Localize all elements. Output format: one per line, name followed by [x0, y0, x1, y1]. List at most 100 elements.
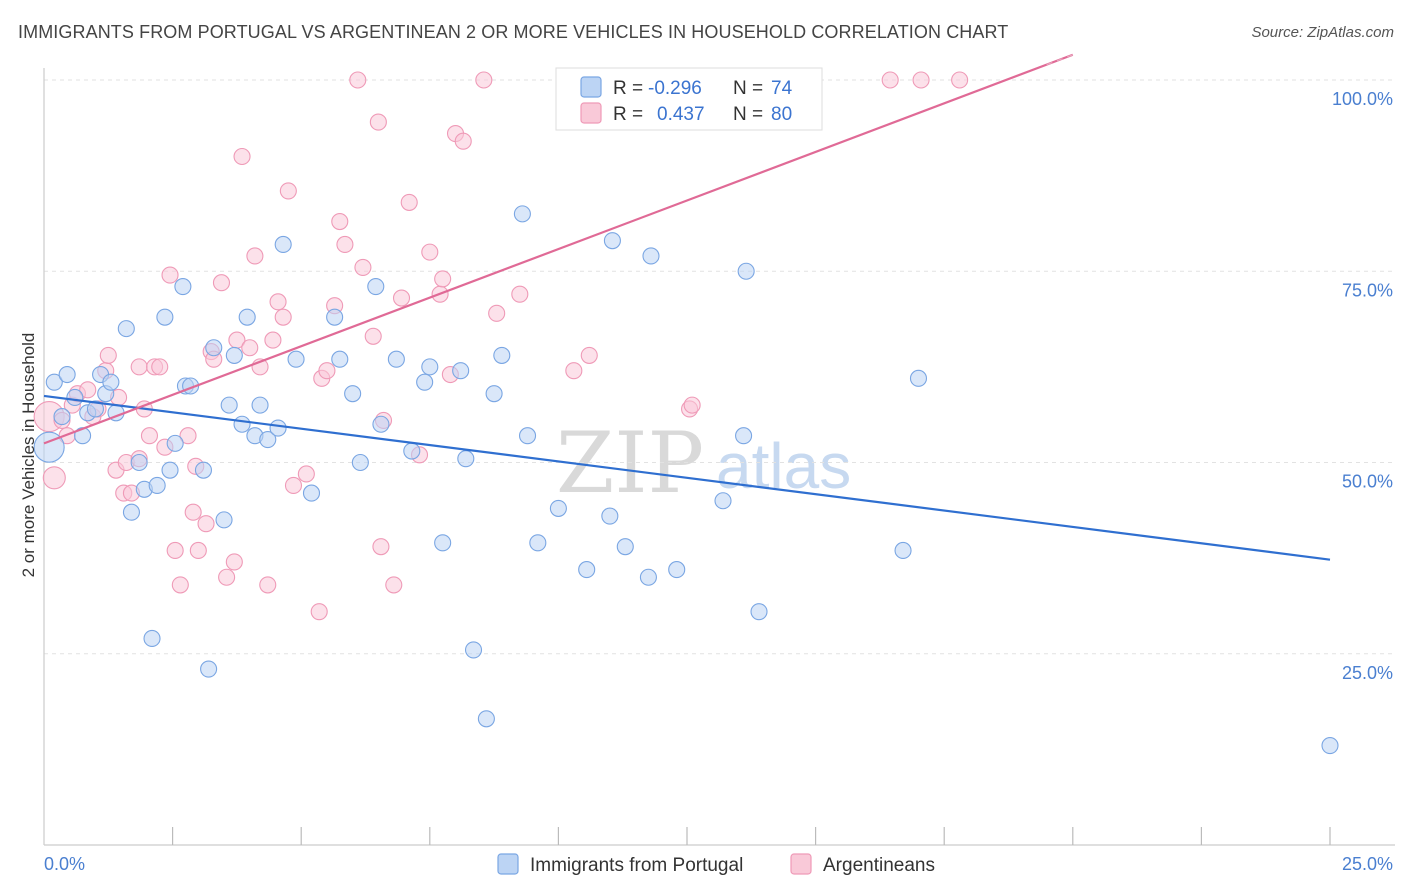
argentineans-point — [166, 541, 184, 560]
portugal-points — [33, 205, 1339, 755]
portugal-point — [215, 511, 233, 529]
portugal-point — [302, 484, 321, 502]
portugal-point — [549, 499, 567, 517]
argentineans-point — [79, 381, 97, 399]
argentineans-point — [385, 576, 403, 594]
argentineans-point — [171, 576, 189, 594]
argentineans-point — [212, 274, 231, 292]
argentineans-point — [310, 603, 328, 621]
portugal-point — [750, 603, 768, 621]
argentineans-point — [264, 331, 282, 349]
y-tick-label-100: 100.0% — [1332, 89, 1393, 109]
portugal-point — [714, 492, 732, 510]
portugal-point — [200, 660, 218, 678]
argentineans-point — [151, 358, 169, 376]
argentineans-point — [274, 308, 292, 326]
chart-title: IMMIGRANTS FROM PORTUGAL VS ARGENTINEAN … — [18, 22, 1009, 42]
portugal-point — [331, 350, 349, 368]
portugal-point — [53, 408, 71, 426]
portugal-point — [148, 476, 166, 495]
portugal-point — [909, 369, 928, 387]
argentineans-point — [336, 235, 354, 254]
argentineans-point — [369, 113, 387, 131]
legend-swatch-portugal — [580, 76, 602, 98]
portugal-point — [518, 427, 537, 445]
portugal-point — [601, 507, 619, 525]
argentineans-point — [269, 293, 287, 311]
portugal-point — [529, 534, 547, 552]
argentineans-point — [488, 304, 506, 322]
legend-swatch-argentineans — [580, 102, 602, 124]
portugal-point — [668, 561, 686, 579]
argentineans-point — [197, 515, 215, 533]
y-tick-label-75: 75.0% — [1342, 280, 1393, 300]
portugal-point — [130, 453, 148, 472]
portugal-point — [274, 235, 292, 254]
argentineans-point — [161, 266, 179, 284]
portugal-point — [117, 320, 135, 338]
argentineans-point — [184, 503, 202, 521]
argentineans-point — [130, 358, 148, 376]
portugal-point — [287, 350, 305, 368]
portugal-point — [639, 568, 657, 586]
argentineans-point — [475, 71, 493, 89]
series-legend-swatch-portugal — [497, 853, 519, 875]
portugal-point — [122, 503, 140, 521]
argentineans-point — [421, 243, 439, 261]
argentineans-point — [372, 538, 390, 556]
portugal-point — [166, 434, 184, 452]
legend-n-label-2: N = — [733, 104, 763, 125]
portugal-point — [269, 419, 287, 437]
argentineans-point — [951, 71, 969, 89]
portugal-point — [513, 205, 531, 223]
portugal-point — [493, 346, 511, 364]
argentineans-point — [284, 476, 303, 495]
argentineans-points — [33, 71, 969, 621]
portugal-point — [477, 710, 495, 728]
portugal-point — [367, 277, 385, 296]
legend-n-value-1: 74 — [771, 78, 793, 99]
portugal-point — [616, 538, 634, 556]
argentineans-point — [179, 427, 197, 445]
argentineans-trend-line — [43, 53, 1074, 445]
argentineans-point — [241, 339, 259, 357]
argentineans-point — [580, 346, 598, 364]
portugal-point — [434, 534, 452, 552]
legend-n-label-1: N = — [733, 78, 763, 99]
portugal-point — [220, 396, 238, 414]
argentineans-point — [683, 396, 701, 414]
portugal-point — [156, 308, 174, 326]
argentineans-point — [511, 285, 529, 303]
argentineans-point — [189, 541, 207, 560]
series-legend-swatch-argentineans — [790, 853, 812, 875]
portugal-point — [737, 262, 755, 280]
argentineans-point — [140, 427, 159, 445]
portugal-point — [344, 385, 362, 403]
argentineans-point — [279, 182, 297, 200]
legend-r-value-2: 0.437 — [657, 104, 705, 125]
portugal-point — [578, 561, 596, 579]
argentineans-point — [912, 71, 930, 89]
portugal-point — [161, 461, 179, 479]
portugal-point — [387, 350, 405, 368]
argentineans-point — [565, 362, 583, 380]
trend-lines — [43, 53, 1331, 561]
portugal-point — [452, 362, 470, 380]
portugal-point — [102, 373, 120, 391]
portugal-point — [894, 541, 912, 560]
portugal-point — [238, 308, 256, 326]
series-legend-label-portugal: Immigrants from Portugal — [530, 855, 743, 876]
source-credit: Source: ZipAtlas.com — [1251, 24, 1394, 41]
legend-r-value-1: -0.296 — [648, 78, 702, 99]
argentineans-point — [400, 193, 418, 211]
y-tick-labels: 25.0% 50.0% 75.0% 100.0% — [1332, 89, 1393, 683]
portugal-point — [351, 453, 369, 472]
legend-r-label-2: R = — [613, 104, 643, 125]
portugal-point — [251, 396, 269, 414]
portugal-point — [485, 385, 503, 403]
portugal-point — [464, 641, 483, 659]
portugal-point — [457, 450, 475, 468]
y-axis-label: 2 or more Vehicles in Household — [19, 333, 38, 578]
portugal-point — [259, 430, 277, 449]
